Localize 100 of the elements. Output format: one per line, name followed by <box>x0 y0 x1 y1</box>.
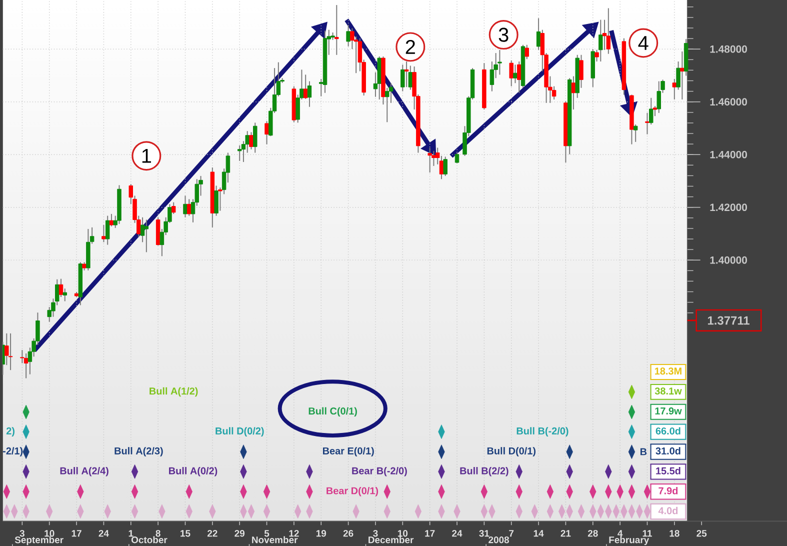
candlestick <box>264 120 269 145</box>
annotation: Bull A(2/4) <box>60 466 108 476</box>
annotation: 1 <box>142 148 151 163</box>
annotation: 4 <box>638 36 648 50</box>
x-tick-label: 18 <box>670 530 680 537</box>
annotation: Bull C(0/1) <box>308 407 357 416</box>
annotation: Bull B(-2/0) <box>516 427 568 436</box>
x-tick-label: 15 <box>180 530 190 537</box>
candlestick <box>102 224 106 243</box>
text: February <box>609 536 650 546</box>
text: October <box>131 536 168 544</box>
candlestick <box>385 87 390 123</box>
y-tick-label: 1.40000 <box>710 256 747 264</box>
candlestick <box>183 195 188 218</box>
candlestick <box>400 64 405 92</box>
x-tick-label: 1 <box>128 530 134 537</box>
x-tick-label: 24 <box>98 530 109 537</box>
x-tick-label: 28 <box>588 530 598 537</box>
candlestick <box>656 80 661 114</box>
candlestick <box>454 152 460 164</box>
x-tick-label: 29 <box>234 530 245 537</box>
x-tick-label: 3 <box>20 530 24 537</box>
candlestick <box>680 50 684 100</box>
legend-label: 17.9w <box>655 407 682 414</box>
legend-label: 38.1w <box>654 387 682 395</box>
annotation: Bear E(0/1) <box>322 447 374 456</box>
x-tick-label: 22 <box>207 530 218 537</box>
candlestick <box>606 8 611 54</box>
candlestick <box>509 60 514 87</box>
legend-label: 66.0d <box>656 427 680 434</box>
x-tick-label: 4 <box>618 530 623 537</box>
candlestick <box>428 147 432 173</box>
annotation: Bull D(0/1) <box>487 447 536 456</box>
x-tick-label: 8 <box>156 530 160 537</box>
annotation: 2) <box>6 427 14 436</box>
candlestick <box>524 44 529 60</box>
x-tick-label: 17 <box>425 530 435 537</box>
annotation: Bull B(2/2) <box>460 466 508 476</box>
legend-label: 7.9d <box>658 486 678 494</box>
y-tick-label: 1.46000 <box>710 98 747 106</box>
x-tick-label: 7 <box>509 530 514 537</box>
candlestick <box>187 198 192 216</box>
x-tick-label: 10 <box>398 530 408 537</box>
candlestick <box>253 122 258 154</box>
x-tick-label: 17 <box>72 530 82 537</box>
candlestick <box>4 332 9 366</box>
x-tick-label: 12 <box>289 530 299 537</box>
legend-label: 18.3M <box>655 368 682 375</box>
candlestick <box>579 54 584 88</box>
candlestick <box>672 78 677 100</box>
x-tick-label: 19 <box>316 530 326 537</box>
candlestick <box>144 219 149 253</box>
x-tick-label: 25 <box>696 530 707 537</box>
annotation: Bull D(0/2) <box>216 427 264 436</box>
legend-label: 15.5d <box>656 467 680 474</box>
annotation: Bull A(1/2) <box>150 387 198 397</box>
text: December <box>368 536 414 544</box>
x-tick-label: 10 <box>44 530 54 537</box>
annotation: 3 <box>498 28 508 42</box>
annotation: -2/1) <box>2 447 23 456</box>
candlestick <box>237 144 242 162</box>
x-tick-label: 26 <box>343 530 354 537</box>
candlestick <box>214 185 218 216</box>
annotation: Bull A(2/3) <box>114 447 163 456</box>
candlestick <box>443 156 448 176</box>
candlestick <box>334 4 339 56</box>
x-tick-label: 5 <box>264 530 270 537</box>
y-tick-label: 1.48000 <box>710 45 747 53</box>
annotation: 2 <box>406 40 415 54</box>
text: November <box>252 536 298 544</box>
candlestick <box>498 49 502 76</box>
candlestick <box>249 132 254 150</box>
x-tick-label: 21 <box>560 530 571 537</box>
y-tick-label: 1.37711 <box>708 316 750 325</box>
candlestick <box>8 332 13 371</box>
legend-label: 31.0d <box>656 447 680 454</box>
text: 2008 <box>488 536 510 544</box>
candlestick <box>109 213 114 227</box>
candlestick <box>404 60 409 88</box>
x-tick-label: 11 <box>642 530 652 537</box>
candlestick <box>517 60 522 94</box>
text: September <box>14 536 64 546</box>
candlestick <box>645 112 650 135</box>
candlestick <box>105 215 110 246</box>
x-tick-label: 14 <box>534 530 544 537</box>
x-tick-label: 31 <box>479 530 490 537</box>
y-tick-label: 1.42000 <box>710 204 747 212</box>
annotation: Bull A(0/2) <box>169 466 218 476</box>
x-tick-label: 3 <box>373 530 378 537</box>
candlestick <box>598 19 603 62</box>
candlestick <box>58 278 64 298</box>
candlestick <box>513 64 518 84</box>
candlestick <box>346 24 350 47</box>
y-tick-label: 1.44000 <box>710 150 747 158</box>
annotation: Bear D(0/1) <box>326 486 378 496</box>
candlestick <box>408 65 413 90</box>
annotation: Bear B(-2/0) <box>352 466 407 476</box>
legend-label: 4.0d <box>658 506 678 514</box>
x-tick-label: 24 <box>452 530 462 537</box>
annotation: B <box>640 448 647 456</box>
